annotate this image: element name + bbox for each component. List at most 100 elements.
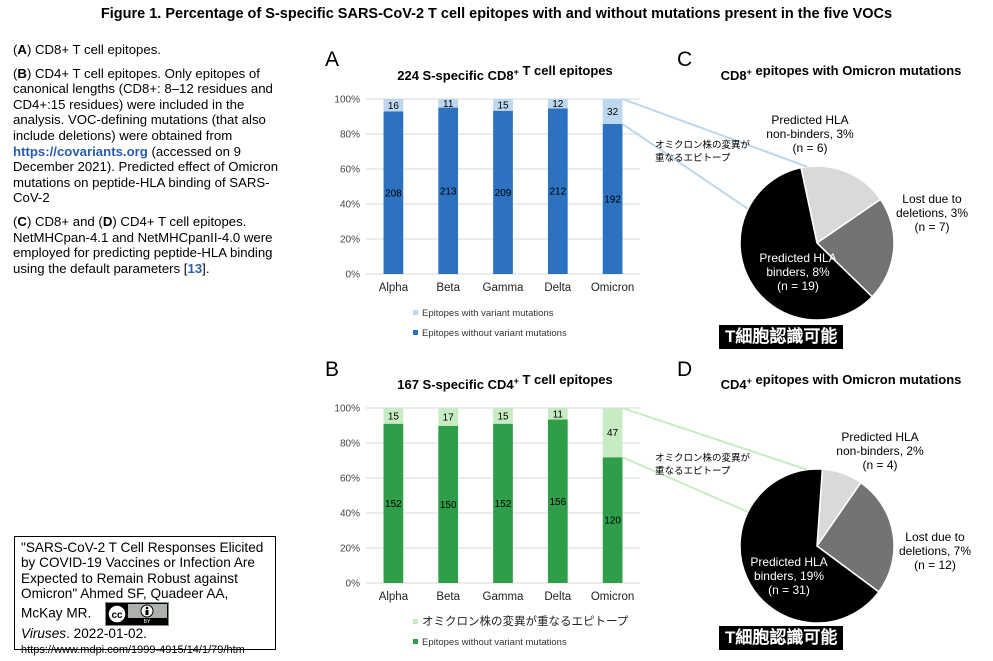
bar-segment — [383, 111, 404, 274]
bar-value-label: 213 — [440, 186, 457, 197]
y-tick-label: 0% — [346, 579, 361, 590]
bar-segment — [547, 108, 568, 274]
reference-link[interactable]: 13 — [187, 260, 203, 276]
callout-line — [622, 98, 808, 168]
bar-segment — [438, 408, 459, 426]
y-tick-label: 20% — [340, 235, 360, 246]
pie-slice-deletions — [815, 481, 895, 593]
bar-value-label: 17 — [443, 412, 455, 423]
legend-label: Epitopes with variant mutations — [422, 308, 554, 319]
bar-value-label: 47 — [607, 428, 619, 439]
bar-value-label: 150 — [440, 500, 457, 511]
bar-segment — [602, 99, 623, 124]
pie-slice-label: Lost due to deletions, 3% (n = 7) — [896, 192, 968, 234]
t-cell-recognizable-banner-d: T細胞認識可能 — [719, 626, 844, 650]
y-tick-label: 80% — [340, 130, 360, 141]
x-category-label: Omicron — [591, 282, 634, 294]
covariants-link[interactable]: https://covariants.org — [13, 143, 148, 159]
pie-slice-label: Predicted HLA binders, 19% (n = 31) — [750, 555, 827, 597]
legend-swatch — [413, 639, 418, 644]
legend-label: オミクロン株の変異が重なるエピトープ — [422, 614, 629, 628]
pie-slice-label: Predicted HLA binders, 8% (n = 19) — [759, 251, 836, 293]
panel-letter-d: D — [677, 358, 692, 381]
legend-swatch — [413, 330, 418, 335]
chart-title-d: CD4+ epitopes with Omicron mutations — [721, 372, 962, 392]
pie-slice-binders — [739, 468, 880, 624]
omicron-overlap-annotation: オミクロン株の変異が重なるエピトープ — [655, 452, 751, 477]
bar-value-label: 16 — [388, 101, 400, 112]
legend-label: Epitopes without variant mutations — [422, 328, 567, 339]
callout-line — [622, 407, 808, 471]
bar-segment — [602, 408, 623, 458]
x-category-label: Omicron — [591, 591, 634, 603]
figure-title: Figure 1. Percentage of S-specific SARS-… — [100, 6, 893, 22]
panel-letter-b: B — [325, 358, 339, 381]
bar-segment — [602, 457, 623, 583]
caption-cd: (C) CD8+ and (D) CD4+ T cell epitopes. N… — [13, 213, 273, 276]
bar-value-label: 192 — [604, 195, 621, 206]
bar-value-label: 208 — [385, 188, 402, 199]
t-cell-recognizable-banner-c: T細胞認識可能 — [719, 325, 844, 349]
callout-line — [621, 123, 749, 210]
legend-swatch — [413, 619, 418, 624]
by-badge-label: BY — [144, 619, 151, 625]
y-tick-label: 0% — [346, 270, 361, 281]
caption-b: (B) CD4+ T cell epitopes. Only epitopes … — [13, 65, 279, 206]
bar-value-label: 212 — [549, 187, 566, 198]
y-tick-label: 40% — [340, 509, 360, 520]
bar-value-label: 15 — [497, 411, 509, 422]
bar-segment — [493, 423, 513, 583]
bar-value-label: 15 — [497, 100, 509, 111]
y-tick-label: 60% — [340, 165, 360, 176]
cc-badge-label: cc — [112, 610, 124, 621]
bar-segment — [383, 99, 404, 112]
citation-text: "SARS-CoV-2 T Cell Responses Elicited by… — [21, 540, 264, 621]
legend-swatch — [413, 310, 418, 315]
bar-value-label: 15 — [388, 411, 400, 422]
callout-line — [622, 456, 749, 513]
x-category-label: Beta — [436, 282, 460, 294]
bar-value-label: 32 — [607, 107, 619, 118]
citation-url[interactable]: https://www.mdpi.com/1999-4915/14/1/79/h… — [21, 644, 245, 657]
bar-value-label: 11 — [443, 99, 454, 110]
cc-by-badge-icon: cc BY — [105, 601, 170, 626]
chart-title-c: CD8+ epitopes with Omicron mutations — [721, 63, 962, 83]
bar-value-label: 152 — [385, 499, 402, 510]
figure-caption: (A) CD8+ T cell epitopes. (B) CD4+ T cel… — [13, 42, 295, 284]
pie-slice-label: Lost due to deletions, 7% (n = 12) — [899, 530, 971, 572]
chart-title-a: 224 S-specific CD8+ T cell epitopes — [397, 63, 613, 83]
bar-segment — [383, 408, 404, 424]
y-tick-label: 60% — [340, 474, 360, 485]
bar-segment — [547, 408, 568, 420]
pie-slice-deletions — [815, 198, 895, 298]
bar-value-label: 11 — [553, 409, 564, 420]
x-category-label: Alpha — [379, 591, 409, 603]
pie-slice-label: Predicted HLA non-binders, 2% (n = 4) — [836, 430, 924, 472]
caption-a: (A) CD8+ T cell epitopes. — [13, 42, 161, 57]
bar-segment — [547, 419, 568, 583]
x-category-label: Alpha — [379, 282, 409, 294]
omicron-overlap-annotation: オミクロン株の変異が重なるエピトープ — [655, 139, 751, 164]
panel-letter-a: A — [325, 48, 339, 71]
bar-value-label: 209 — [495, 188, 512, 199]
x-category-label: Beta — [436, 591, 460, 603]
x-category-label: Gamma — [483, 282, 525, 294]
legend-label: Epitopes without variant mutations — [422, 637, 567, 648]
citation-date: . 2022-01-02. — [66, 625, 147, 641]
bar-segment — [493, 110, 513, 274]
bar-segment — [438, 107, 459, 274]
bar-segment — [493, 408, 513, 424]
bar-value-label: 152 — [495, 499, 512, 510]
bar-value-label: 120 — [604, 516, 621, 527]
bar-segment — [493, 99, 513, 111]
panel-letter-c: C — [677, 48, 692, 71]
citation-box: "SARS-CoV-2 T Cell Responses Elicited by… — [14, 536, 276, 656]
y-tick-label: 40% — [340, 200, 360, 211]
bar-segment — [547, 99, 568, 109]
chart-title-b: 167 S-specific CD4+ T cell epitopes — [397, 372, 613, 392]
bar-segment — [438, 425, 459, 583]
pie-slice-label: Predicted HLA non-binders, 3% (n = 6) — [766, 113, 854, 155]
bar-value-label: 156 — [549, 497, 566, 508]
y-tick-label: 80% — [340, 439, 360, 450]
